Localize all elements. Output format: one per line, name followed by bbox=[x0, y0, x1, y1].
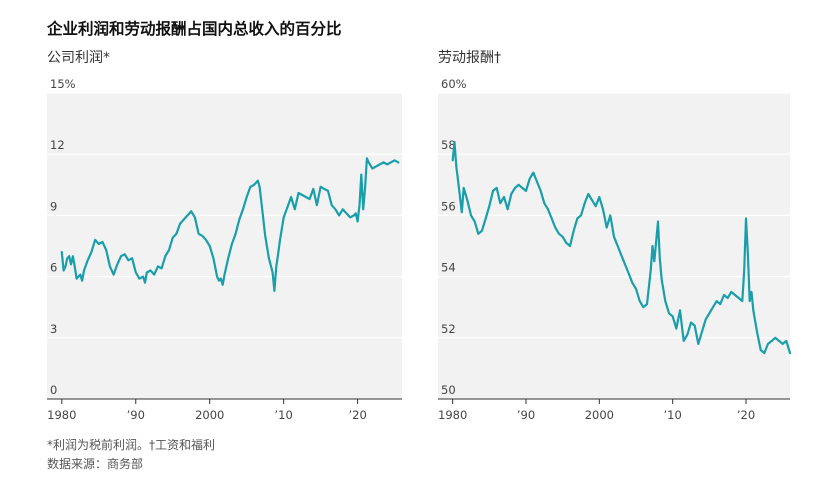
profits-ytick-label: 15% bbox=[50, 77, 76, 91]
profits-ytick-label: 12 bbox=[50, 138, 65, 152]
profits-xtick-label: ’20 bbox=[348, 408, 366, 422]
labor-xtick-label: ’10 bbox=[664, 408, 682, 422]
left-panel-title: 公司利润* bbox=[47, 50, 110, 66]
profits-ytick-label: 6 bbox=[50, 261, 57, 275]
chart-title: 企业利润和劳动报酬占国内总收入的百分比 bbox=[47, 20, 342, 38]
profits-panel: 0 3 6 9 12 15% 1980 ’90 2000 ’10 ’20 bbox=[47, 77, 402, 422]
profits-ytick-label: 3 bbox=[50, 322, 57, 336]
footnote: *利润为税前利润。†工资和福利 bbox=[47, 438, 216, 452]
labor-ytick-label: 60% bbox=[441, 77, 467, 91]
labor-xtick-label: ’20 bbox=[737, 408, 755, 422]
labor-ytick-label: 58 bbox=[441, 138, 456, 152]
profits-ytick-label: 0 bbox=[50, 383, 57, 397]
profits-xtick-label: ’10 bbox=[275, 408, 293, 422]
right-panel-title: 劳动报酬† bbox=[438, 50, 501, 66]
labor-ytick-label: 52 bbox=[441, 322, 456, 336]
labor-series-line bbox=[451, 140, 792, 355]
profits-xtick-label: ’90 bbox=[127, 408, 145, 422]
labor-xtick-label: ’90 bbox=[517, 408, 535, 422]
source-note: 数据来源：商务部 bbox=[47, 457, 144, 471]
profits-xtick-label: 2000 bbox=[195, 408, 224, 422]
labor-plot-area bbox=[438, 93, 790, 399]
profits-xtick-label: 1980 bbox=[47, 408, 76, 422]
labor-ytick-label: 54 bbox=[441, 261, 456, 275]
labor-xtick-label: 1980 bbox=[438, 408, 467, 422]
labor-xtick-label: 2000 bbox=[585, 408, 614, 422]
profits-series-line bbox=[60, 157, 400, 292]
labor-ytick-label: 50 bbox=[441, 383, 456, 397]
profits-ytick-label: 9 bbox=[50, 199, 57, 213]
profits-plot-area bbox=[47, 93, 402, 399]
labor-ytick-label: 56 bbox=[441, 199, 456, 213]
labor-panel: 50 52 54 56 58 60% 1980 ’90 2000 ’10 ’20 bbox=[438, 77, 792, 422]
